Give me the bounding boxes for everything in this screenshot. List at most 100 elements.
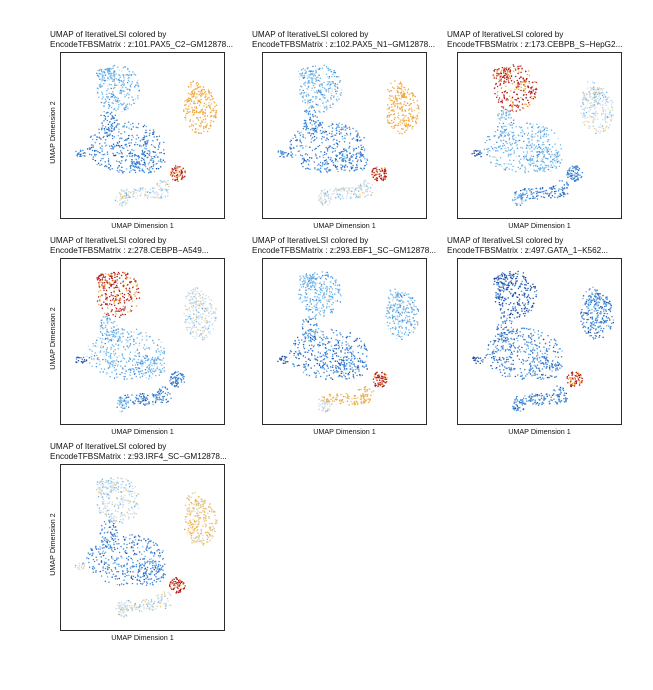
cell-point bbox=[127, 202, 129, 204]
cell-point bbox=[339, 80, 342, 82]
cell-point bbox=[527, 99, 529, 102]
cell-point bbox=[522, 78, 524, 80]
cell-point bbox=[332, 103, 334, 105]
cell-point bbox=[524, 85, 527, 88]
cell-point bbox=[521, 164, 523, 166]
cell-point bbox=[107, 97, 109, 99]
cell-point bbox=[177, 169, 179, 171]
cell-point bbox=[206, 309, 209, 312]
cell-point bbox=[156, 192, 159, 195]
cell-point bbox=[191, 326, 194, 329]
cell-point bbox=[290, 143, 293, 146]
cell-point bbox=[335, 158, 337, 161]
cell-point bbox=[515, 191, 518, 193]
cell-point bbox=[402, 118, 405, 120]
panel-1: UMAP of IterativeLSI colored by EncodeTF… bbox=[250, 30, 435, 240]
cell-point bbox=[510, 117, 512, 119]
cell-point bbox=[133, 155, 136, 157]
cell-point bbox=[141, 363, 143, 365]
cell-point bbox=[103, 77, 106, 79]
cell-point bbox=[138, 291, 141, 294]
cell-point bbox=[331, 94, 333, 97]
cell-point bbox=[522, 131, 524, 133]
cell-point bbox=[390, 113, 392, 116]
cell-point bbox=[170, 378, 172, 380]
cell-point bbox=[493, 156, 495, 158]
cell-point bbox=[343, 156, 346, 158]
cell-point bbox=[195, 293, 197, 295]
cell-point bbox=[338, 126, 340, 128]
cell-point bbox=[587, 100, 589, 103]
cell-point bbox=[593, 96, 595, 99]
cell-point bbox=[319, 98, 321, 100]
cell-point bbox=[318, 68, 321, 70]
cell-point bbox=[101, 285, 103, 288]
cell-point bbox=[109, 339, 111, 341]
cell-point bbox=[497, 73, 499, 75]
cell-point bbox=[575, 172, 578, 175]
cell-point bbox=[309, 101, 311, 104]
cell-point bbox=[136, 283, 139, 285]
cell-point bbox=[100, 79, 103, 81]
cell-point bbox=[197, 292, 200, 295]
cell-point bbox=[120, 162, 122, 165]
cell-point bbox=[208, 325, 210, 328]
cell-point bbox=[108, 317, 110, 320]
cell-point bbox=[95, 362, 98, 365]
cell-point bbox=[335, 132, 338, 135]
cell-point bbox=[185, 103, 187, 106]
cell-point bbox=[113, 77, 116, 79]
cell-point bbox=[152, 131, 154, 134]
cell-point bbox=[172, 168, 174, 171]
cell-point bbox=[321, 122, 324, 124]
cell-point bbox=[537, 151, 539, 153]
cell-point bbox=[147, 163, 150, 165]
cell-point bbox=[330, 83, 332, 85]
cell-point bbox=[186, 329, 188, 331]
cell-point bbox=[515, 86, 518, 89]
cell-point bbox=[406, 90, 409, 92]
cell-point bbox=[101, 127, 103, 130]
cell-point bbox=[380, 174, 382, 177]
cell-point bbox=[125, 86, 127, 89]
cell-point bbox=[200, 94, 202, 97]
cell-point bbox=[417, 105, 420, 107]
cell-point bbox=[197, 329, 200, 331]
cell-point bbox=[101, 279, 104, 281]
cell-point bbox=[323, 105, 325, 107]
cell-point bbox=[607, 101, 610, 104]
panel-title: UMAP of IterativeLSI colored by EncodeTF… bbox=[252, 30, 452, 50]
cell-point bbox=[110, 283, 113, 286]
cell-point bbox=[118, 152, 121, 155]
cell-point bbox=[536, 147, 539, 150]
cell-point bbox=[202, 86, 205, 88]
cell-point bbox=[524, 166, 526, 168]
cell-point bbox=[318, 169, 320, 171]
cell-point bbox=[519, 189, 522, 192]
cell-point bbox=[393, 103, 395, 106]
cell-point bbox=[147, 194, 149, 197]
cell-point bbox=[523, 84, 525, 86]
cell-point bbox=[351, 166, 354, 169]
cell-point bbox=[550, 192, 552, 194]
cell-point bbox=[98, 96, 100, 99]
cell-point bbox=[100, 163, 103, 166]
cell-point bbox=[505, 125, 507, 128]
cell-point bbox=[282, 153, 285, 156]
cell-point bbox=[159, 142, 161, 144]
cell-point bbox=[543, 155, 545, 158]
cell-point bbox=[153, 170, 156, 173]
cell-point bbox=[569, 172, 572, 175]
cell-point bbox=[405, 96, 407, 98]
cell-point bbox=[394, 116, 396, 119]
cell-point bbox=[510, 90, 512, 92]
cell-point bbox=[359, 194, 361, 196]
cell-point bbox=[348, 170, 351, 172]
cell-point bbox=[196, 85, 198, 87]
cell-point bbox=[310, 119, 313, 122]
cell-point bbox=[104, 358, 107, 361]
cell-point bbox=[104, 279, 106, 281]
cell-point bbox=[107, 77, 109, 80]
cell-point bbox=[127, 107, 129, 110]
cell-point bbox=[135, 375, 138, 378]
